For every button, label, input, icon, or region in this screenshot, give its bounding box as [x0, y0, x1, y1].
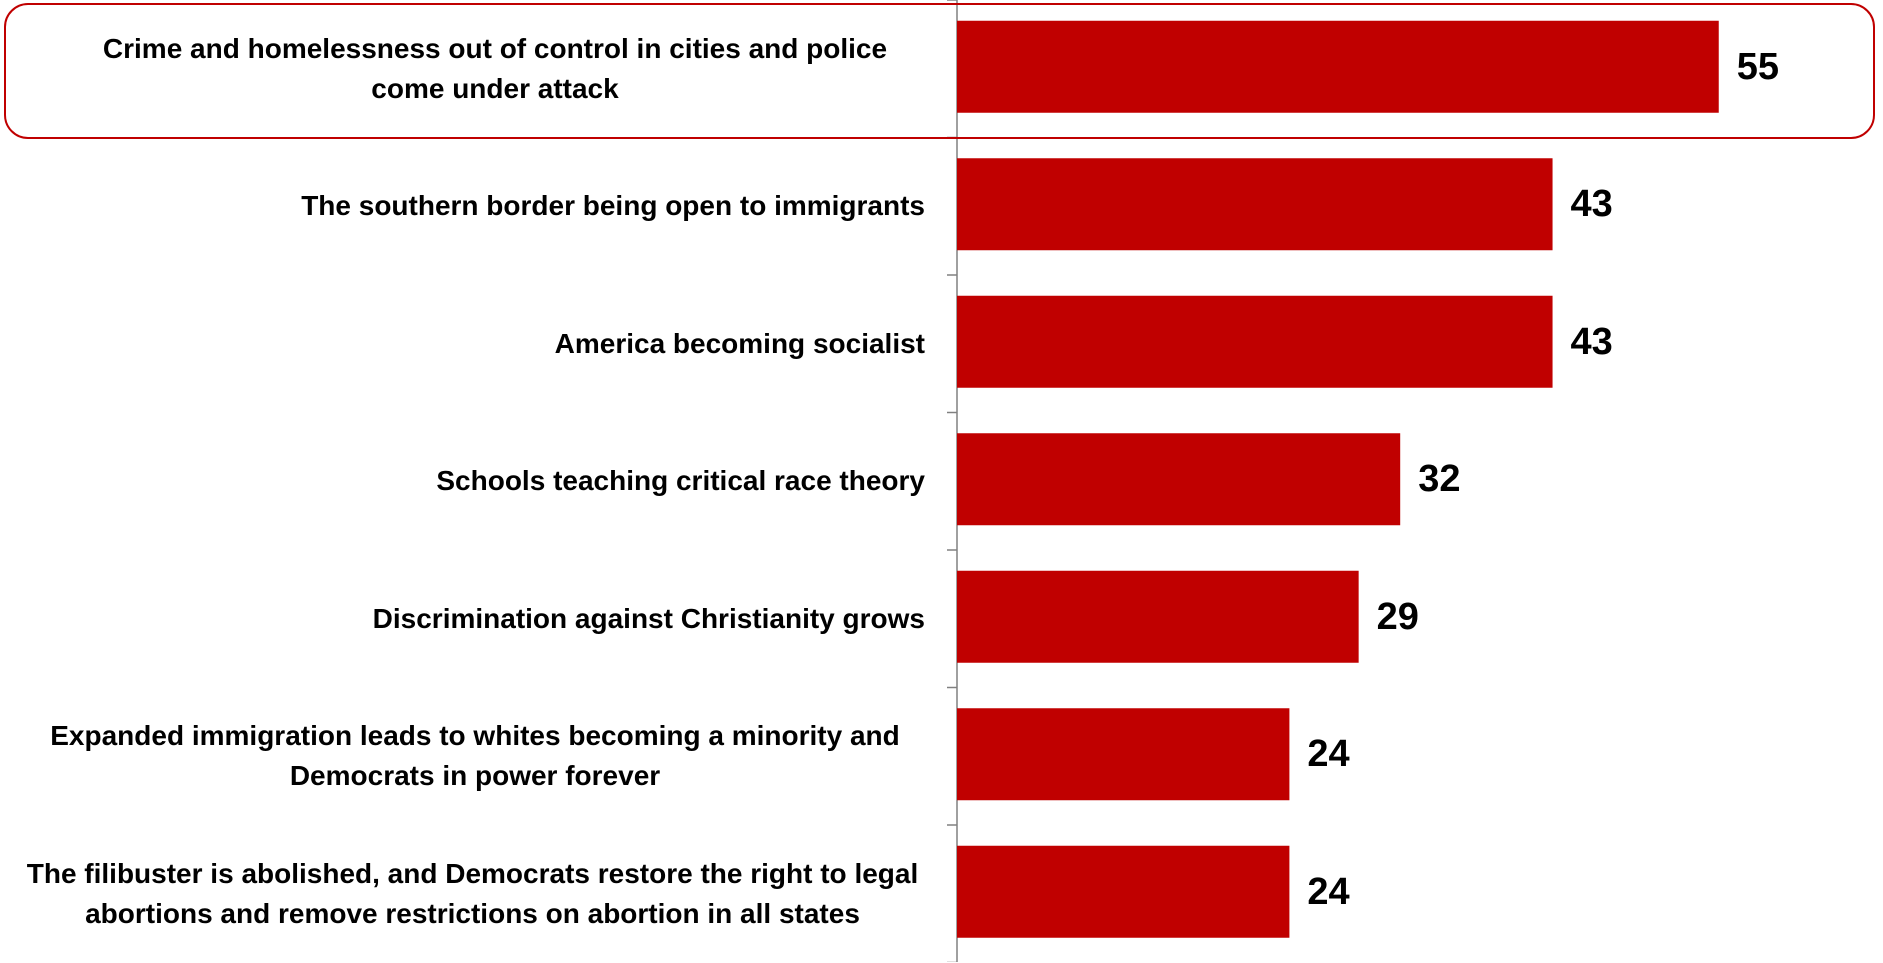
category-label-4: Schools teaching critical race theory — [20, 413, 925, 551]
category-label-text: Discrimination against Christianity grow… — [372, 602, 925, 634]
bar-3 — [957, 295, 1553, 388]
category-label-text: The filibuster is abolished, and Democra… — [26, 857, 919, 929]
bar-4 — [957, 433, 1401, 526]
bar-2 — [957, 158, 1553, 251]
bar-7 — [957, 845, 1290, 938]
value-label-1: 55 — [1736, 45, 1780, 88]
category-label-text: Crime and homelessness out of control in… — [102, 32, 888, 104]
value-label-6: 24 — [1307, 733, 1350, 776]
category-label-text: America becoming socialist — [554, 327, 925, 359]
category-label-2: The southern border being open to immigr… — [20, 138, 925, 276]
bar-5 — [957, 570, 1359, 663]
value-label-3: 43 — [1570, 320, 1613, 363]
value-label-5: 29 — [1376, 595, 1419, 638]
category-label-text: Schools teaching critical race theory — [436, 465, 925, 497]
category-label-3: America becoming socialist — [20, 275, 925, 413]
value-label-4: 32 — [1418, 458, 1461, 501]
category-label-text: The southern border being open to immigr… — [301, 190, 925, 222]
value-label-7: 24 — [1307, 870, 1350, 913]
category-label-1: Crime and homelessness out of control in… — [20, 0, 925, 138]
value-label-2: 43 — [1570, 183, 1613, 226]
bar-6 — [957, 708, 1290, 801]
category-label-6: Expanded immigration leads to whites bec… — [20, 688, 925, 826]
category-label-5: Discrimination against Christianity grow… — [20, 550, 925, 688]
category-label-7: The filibuster is abolished, and Democra… — [20, 825, 925, 963]
category-label-text: Expanded immigration leads to whites bec… — [50, 720, 900, 792]
bar-1 — [957, 20, 1719, 113]
